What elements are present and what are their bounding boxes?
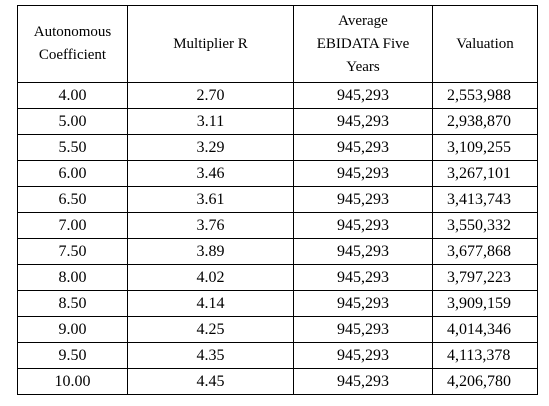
table-cell: 945,293 [293, 238, 433, 265]
table-cell: 3.76 [127, 212, 294, 239]
table-row: 4.00 2.70 945,293 2,553,988 [17, 82, 538, 109]
table-cell: 9.50 [17, 342, 128, 369]
table-cell: 9.00 [17, 316, 128, 343]
table-cell: 4,014,346 [432, 316, 538, 343]
table-cell: 4.25 [127, 316, 294, 343]
table-cell: 945,293 [293, 108, 433, 135]
header-text: Coefficient [38, 47, 107, 63]
table-cell: 3.89 [127, 238, 294, 265]
header-text: Valuation [456, 35, 514, 52]
header-row: Autonomous Coefficient Multiplier R Average… [17, 5, 538, 83]
table-cell: 6.00 [17, 160, 128, 187]
table-cell: 3.11 [127, 108, 294, 135]
table-cell: 3,267,101 [432, 160, 538, 187]
table-cell: 5.50 [17, 134, 128, 161]
table-row: 8.00 4.02 945,293 3,797,223 [17, 264, 538, 291]
table-cell: 3.61 [127, 186, 294, 213]
table-cell: 5.00 [17, 108, 128, 135]
table-cell: 945,293 [293, 342, 433, 369]
header-text: Average [338, 12, 388, 29]
table-row: 6.50 3.61 945,293 3,413,743 [17, 186, 538, 213]
table-cell: 3,550,332 [432, 212, 538, 239]
table-cell: 945,293 [293, 82, 433, 109]
table-row: 5.50 3.29 945,293 3,109,255 [17, 134, 538, 161]
table-cell: 7.00 [17, 212, 128, 239]
table-row: 9.50 4.35 945,293 4,113,378 [17, 342, 538, 369]
table-row: 7.50 3.89 945,293 3,677,868 [17, 238, 538, 265]
table-cell: 6.50 [17, 186, 128, 213]
table-cell: 945,293 [293, 160, 433, 187]
table-cell: 2,938,870 [432, 108, 538, 135]
table-row: 10.00 4.45 945,293 4,206,780 [17, 368, 538, 395]
header-text: Multiplier R [173, 35, 248, 52]
table-cell: 4.14 [127, 290, 294, 317]
table-cell: 945,293 [293, 134, 433, 161]
table-cell: 945,293 [293, 264, 433, 291]
table-row: 7.00 3.76 945,293 3,550,332 [17, 212, 538, 239]
table-cell: 4.35 [127, 342, 294, 369]
table-cell: 3.46 [127, 160, 294, 187]
table-cell: 945,293 [293, 186, 433, 213]
table-cell: 4,113,378 [432, 342, 538, 369]
table-cell: 4,206,780 [432, 368, 538, 395]
table-cell: 945,293 [293, 290, 433, 317]
table-cell: 8.50 [17, 290, 128, 317]
table-cell: 4.45 [127, 368, 294, 395]
table-cell: 3,413,743 [432, 186, 538, 213]
table-cell: 4.00 [17, 82, 128, 109]
table-row: 9.00 4.25 945,293 4,014,346 [17, 316, 538, 343]
table-cell: 3,677,868 [432, 238, 538, 265]
table-body: 4.00 2.70 945,293 2,553,988 5.00 3.11 945,293 2… [17, 82, 538, 395]
table-cell: 8.00 [17, 264, 128, 291]
valuation-table: Autonomous Coefficient Multiplier R Average… [17, 5, 538, 395]
table-row: 6.00 3.46 945,293 3,267,101 [17, 160, 538, 187]
table-cell: 3.29 [127, 134, 294, 161]
table-cell: 3,797,223 [432, 264, 538, 291]
table-cell: 3,109,255 [432, 134, 538, 161]
table-cell: 945,293 [293, 316, 433, 343]
table-cell: 10.00 [17, 368, 128, 395]
header-text: Years [346, 58, 380, 75]
table-cell: 2,553,988 [432, 82, 538, 109]
table-cell: 3,909,159 [432, 290, 538, 317]
header-cell: Average EBIDATA Five Years [293, 5, 433, 83]
table-cell: 2.70 [127, 82, 294, 109]
header-cell: Valuation [432, 5, 538, 83]
table-cell: 945,293 [293, 368, 433, 395]
table-cell: 945,293 [293, 212, 433, 239]
header-cell: Multiplier R [127, 5, 294, 83]
table-cell: 4.02 [127, 264, 294, 291]
header-cell: Autonomous Coefficient [17, 5, 128, 83]
table-row: 8.50 4.14 945,293 3,909,159 [17, 290, 538, 317]
header-text: Autonomous [33, 24, 112, 40]
header-text: EBIDATA Five [316, 35, 410, 52]
table-row: 5.00 3.11 945,293 2,938,870 [17, 108, 538, 135]
table-cell: 7.50 [17, 238, 128, 265]
